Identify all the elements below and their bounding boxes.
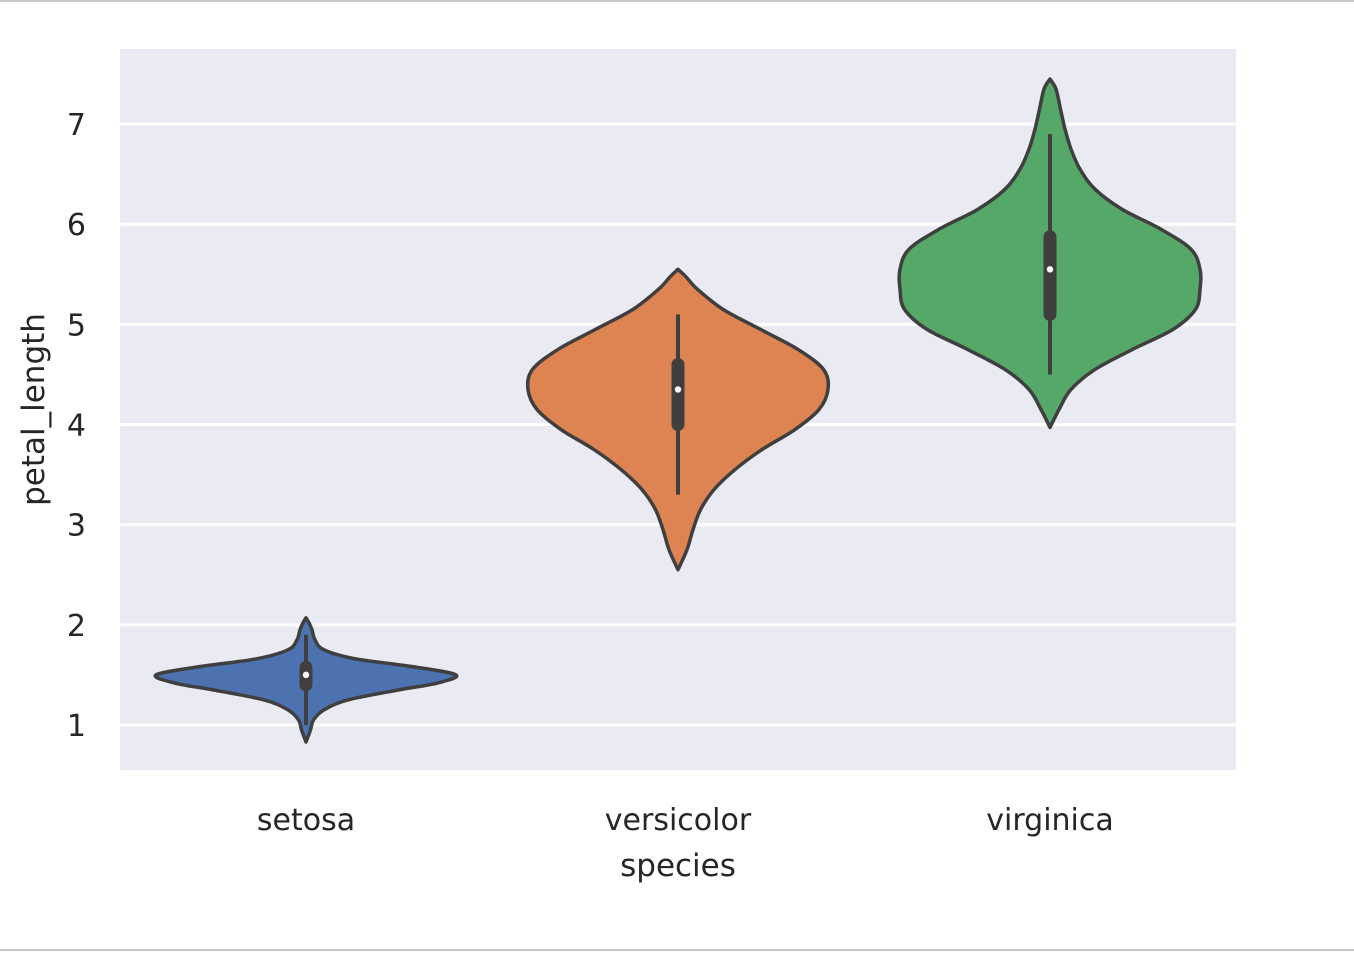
violins [153,77,1203,744]
y-tick-labels: 1 2 3 4 5 6 7 [67,108,86,744]
x-tick-label: versicolor [605,803,752,838]
violin-median [302,671,310,679]
y-tick-label: 4 [67,409,86,444]
x-tick-label: setosa [257,803,355,838]
violin-virginica [897,77,1203,430]
violin-versicolor [525,267,831,572]
x-axis-label: species [620,848,736,884]
y-tick-label: 7 [67,108,86,143]
violin-median [1046,266,1054,273]
violin-setosa [153,616,459,744]
violin-median [674,386,682,393]
x-tick-label: virginica [986,803,1114,838]
x-tick-labels: setosa versicolor virginica [257,803,1114,838]
y-tick-label: 6 [67,208,86,243]
y-tick-label: 5 [67,308,86,343]
y-axis-label: petal_length [16,313,52,506]
y-tick-label: 2 [67,609,86,644]
y-tick-label: 3 [67,509,86,544]
y-tick-label: 1 [67,709,86,744]
